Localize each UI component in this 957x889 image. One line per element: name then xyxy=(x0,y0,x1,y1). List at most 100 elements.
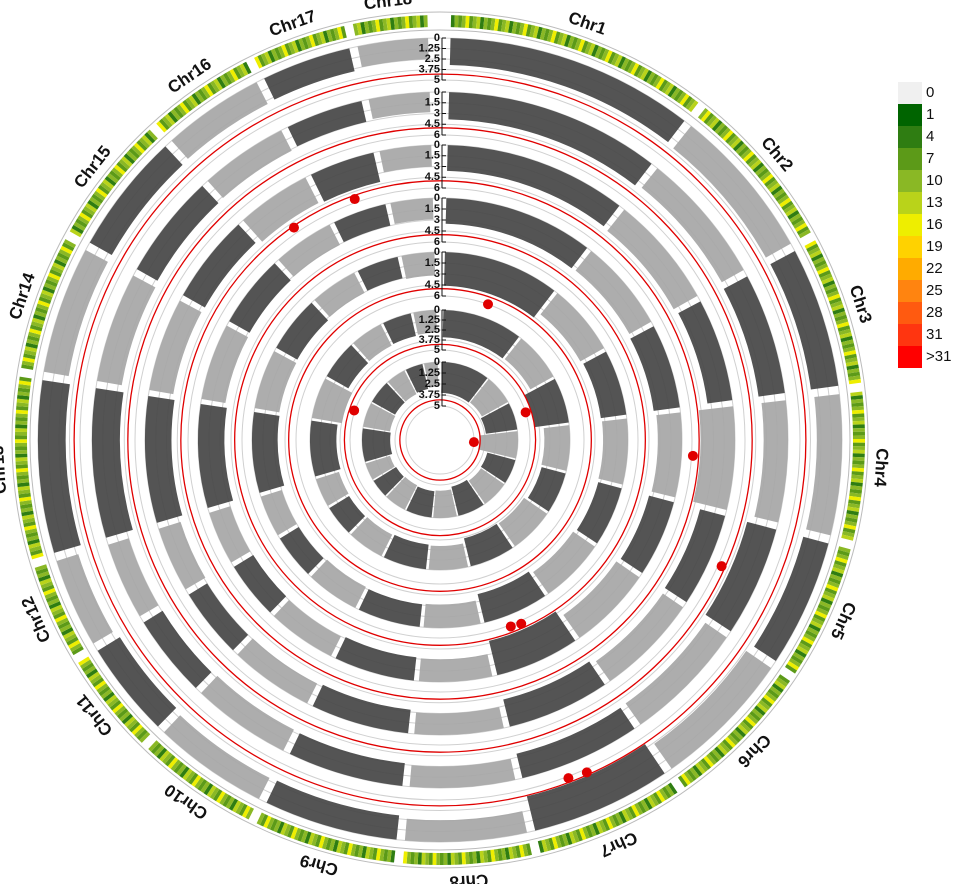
density-cell xyxy=(483,850,489,863)
density-cell xyxy=(572,830,580,843)
density-cell xyxy=(315,32,323,46)
density-cell xyxy=(765,691,778,702)
density-cell xyxy=(203,84,214,97)
density-cell xyxy=(680,773,691,786)
y-tick-label: 4.5 xyxy=(425,171,440,183)
density-cell xyxy=(821,593,835,602)
y-tick-label: 4.5 xyxy=(425,118,440,130)
grid-circle xyxy=(405,405,475,475)
density-cell xyxy=(23,353,36,360)
peak-band xyxy=(97,637,177,727)
density-cell xyxy=(40,581,54,589)
peak-band xyxy=(266,780,400,840)
density-cell xyxy=(333,27,340,41)
density-cell xyxy=(15,453,28,458)
legend-swatch xyxy=(898,280,922,302)
density-cell xyxy=(112,702,124,714)
density-cell xyxy=(363,21,370,34)
density-ring xyxy=(11,11,869,869)
density-cell xyxy=(100,181,112,192)
peak-band xyxy=(575,250,652,334)
legend: 0 1 4 7 10 13 16 19 22 25 28 31 >31 xyxy=(898,82,951,368)
density-cell xyxy=(682,95,693,108)
density-cell xyxy=(119,710,131,722)
density-cell xyxy=(843,524,857,531)
density-cell xyxy=(833,311,847,319)
density-cell xyxy=(25,342,39,349)
density-cell xyxy=(770,185,783,196)
density-cell xyxy=(500,19,507,33)
density-cell xyxy=(386,17,392,31)
peak-band xyxy=(237,638,318,704)
density-cell xyxy=(131,145,143,157)
density-cell xyxy=(692,764,703,777)
density-cell xyxy=(842,346,856,353)
density-cell xyxy=(564,34,572,48)
density-cell xyxy=(490,18,496,31)
significant-point xyxy=(516,618,527,629)
density-cell xyxy=(17,485,30,491)
chromosome-label: Chr13 xyxy=(0,445,10,494)
density-cell xyxy=(235,801,245,815)
density-cell xyxy=(367,20,374,34)
grid-circle xyxy=(123,123,757,757)
legend-swatch xyxy=(898,170,922,192)
peak-band xyxy=(387,370,417,402)
peak-band xyxy=(583,351,627,419)
density-cell xyxy=(402,851,408,864)
chromosome-label: Chr8 xyxy=(449,870,489,884)
density-cell xyxy=(89,196,102,207)
y-tick-label: 0 xyxy=(434,192,440,204)
density-cell xyxy=(58,248,72,258)
peak-band xyxy=(754,536,829,661)
density-cell xyxy=(128,147,140,159)
density-cell xyxy=(537,840,545,853)
significant-point xyxy=(349,405,360,416)
density-cell xyxy=(742,718,754,730)
density-cell xyxy=(68,639,81,649)
y-tick-label: 6 xyxy=(434,129,440,141)
density-cell xyxy=(45,279,58,288)
density-cell xyxy=(820,597,833,606)
peak-band xyxy=(365,455,395,480)
density-cell xyxy=(109,170,121,181)
density-cell xyxy=(511,21,518,34)
density-cell xyxy=(364,846,371,859)
density-cell xyxy=(772,188,785,199)
legend-label: 0 xyxy=(926,84,934,101)
y-tick-label: 6 xyxy=(434,290,440,302)
density-cell xyxy=(794,222,808,232)
density-cell xyxy=(66,636,79,646)
density-cell xyxy=(646,795,656,808)
density-cell xyxy=(273,819,282,833)
density-cell xyxy=(200,86,211,99)
peak-band xyxy=(56,554,113,644)
density-cell xyxy=(397,16,403,30)
density-cell xyxy=(443,852,448,865)
peak-band xyxy=(503,661,605,727)
density-cell xyxy=(113,164,126,176)
density-cell xyxy=(834,560,847,568)
density-cell xyxy=(615,812,624,825)
density-cell xyxy=(796,225,810,236)
y-tick-label: 1.5 xyxy=(425,203,440,215)
density-cell xyxy=(52,262,65,271)
density-cell xyxy=(479,850,485,864)
density-cell xyxy=(830,570,844,578)
peak-band xyxy=(625,622,727,725)
density-cell xyxy=(557,32,565,45)
density-cell xyxy=(71,646,84,656)
y-tick-label: 5 xyxy=(434,74,440,86)
peak-band xyxy=(229,263,291,333)
density-cell xyxy=(620,57,630,71)
density-cell xyxy=(486,849,492,863)
density-cell xyxy=(21,364,34,370)
y-tick-label: 2.5 xyxy=(425,378,440,390)
density-cell xyxy=(472,851,477,864)
density-cell xyxy=(771,682,784,693)
density-cell xyxy=(29,328,42,335)
chromosome-label: Chr1 xyxy=(566,8,609,39)
density-cell xyxy=(167,111,179,123)
y-tick-label: 0 xyxy=(434,356,440,368)
